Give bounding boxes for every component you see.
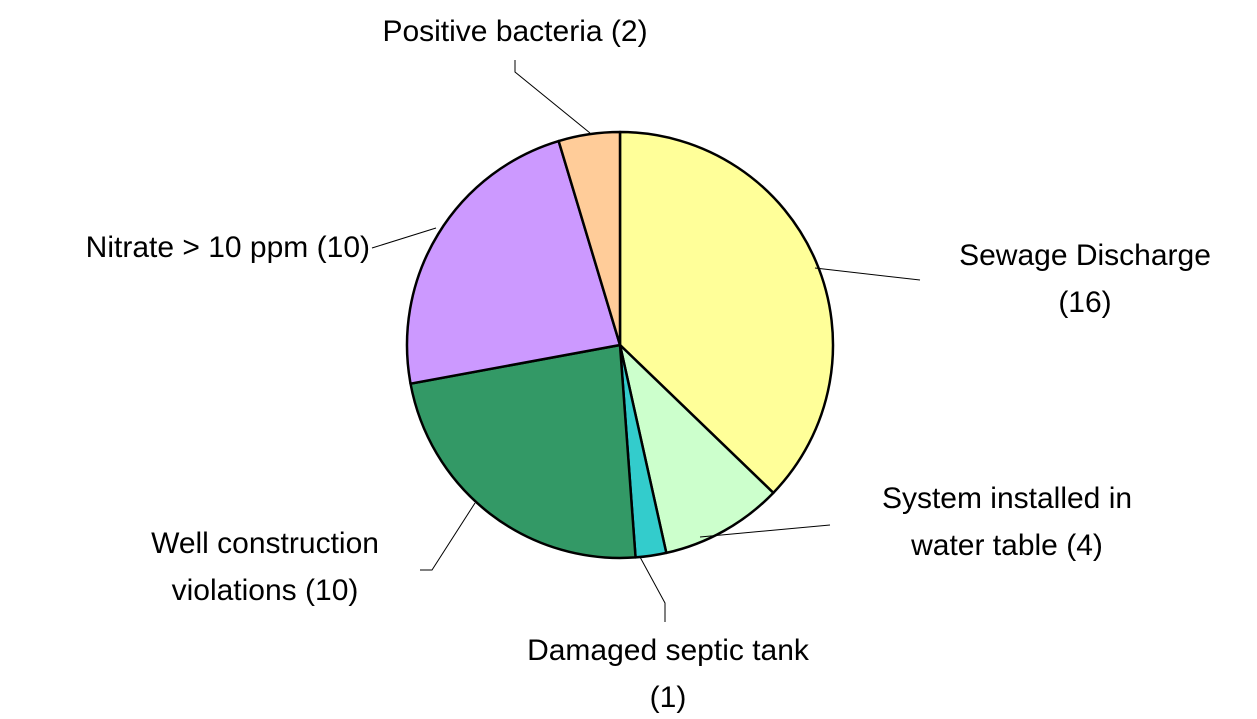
slice-label: Well construction violations (10) xyxy=(135,520,395,614)
category-label: Well construction violations xyxy=(151,527,379,607)
leader-line xyxy=(420,502,476,571)
pie-slice xyxy=(618,130,835,495)
leader-line xyxy=(699,524,831,538)
slice-label: System installed in water table (4) xyxy=(867,475,1147,569)
pie-slice xyxy=(557,130,622,347)
category-label: Nitrate > 10 ppm xyxy=(85,231,309,264)
value-label: (4) xyxy=(1066,529,1103,562)
value-label: (2) xyxy=(610,15,648,48)
value-label: (10) xyxy=(305,574,359,607)
leader-line xyxy=(371,227,437,249)
pie-slice xyxy=(618,343,775,555)
slice-label: Damaged septic tank (1) xyxy=(513,627,823,719)
category-label: Damaged septic tank xyxy=(527,634,809,667)
value-label: (16) xyxy=(1058,286,1112,319)
category-label: System installed in water table xyxy=(881,482,1133,562)
slice-label: Nitrate > 10 ppm (10) xyxy=(0,224,370,271)
value-label: (10) xyxy=(316,231,370,264)
slice-label: Positive bacteria (2) xyxy=(315,8,715,55)
category-label: Sewage Discharge xyxy=(959,239,1211,272)
pie-slice xyxy=(409,343,637,560)
leader-line xyxy=(639,556,666,622)
slice-label: Sewage Discharge (16) xyxy=(955,232,1215,326)
leader-line xyxy=(514,60,591,134)
leader-line xyxy=(814,267,921,281)
value-label: (1) xyxy=(649,681,687,714)
category-label: Positive bacteria xyxy=(382,15,603,48)
pie-slice xyxy=(405,139,622,385)
